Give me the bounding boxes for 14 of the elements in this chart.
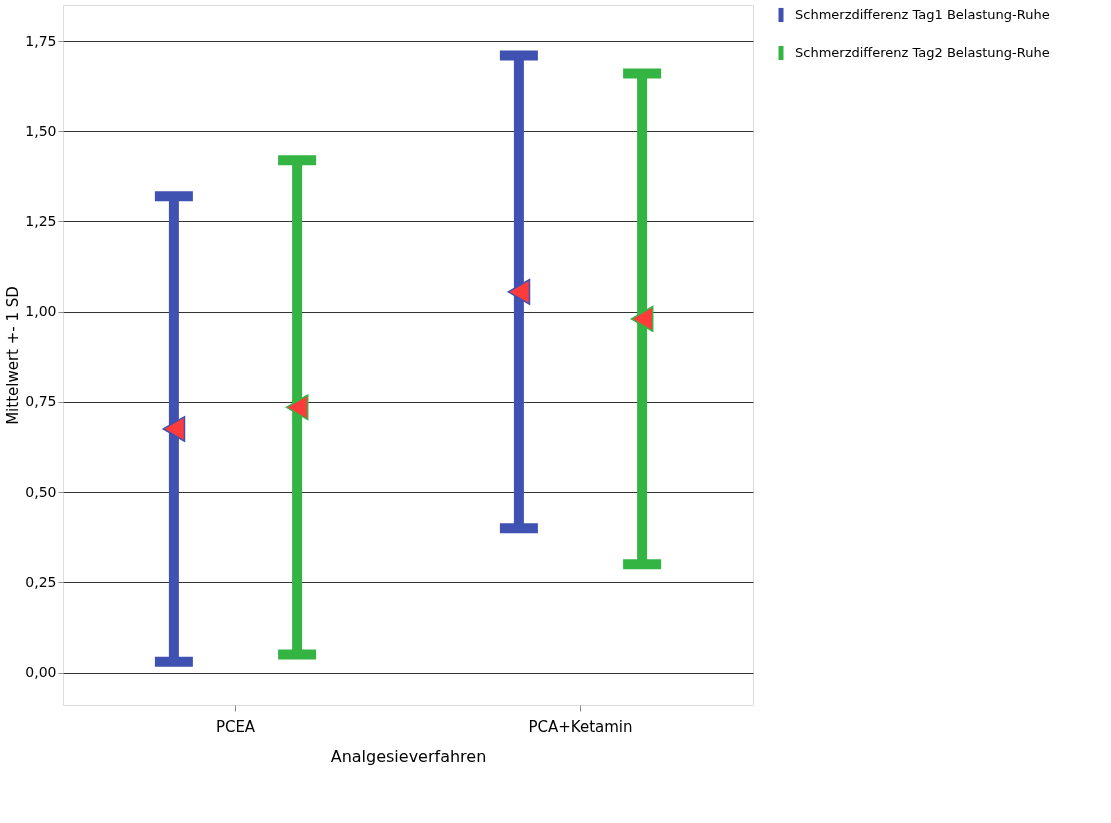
y-tick-label: 1,75 — [25, 32, 57, 49]
y-tick-label: 1,00 — [25, 303, 57, 320]
x-axis-title: Analgesieverfahren — [330, 746, 487, 766]
y-axis-title: Mittelwert +- 1 SD — [4, 286, 23, 425]
legend-label: Schmerzdifferenz Tag2 Belastung-Ruhe — [795, 45, 1050, 60]
legend-label: Schmerzdifferenz Tag1 Belastung-Ruhe — [795, 7, 1050, 22]
x-tick-label: PCEA — [215, 717, 256, 736]
y-tick-label: 0,25 — [25, 573, 57, 590]
x-tick-label: PCA+Ketamin — [528, 717, 633, 736]
y-tick-label: 0,00 — [25, 664, 57, 681]
y-tick-label: 0,75 — [25, 393, 57, 410]
y-tick-label: 1,50 — [25, 122, 57, 139]
y-tick-label: 1,25 — [25, 212, 57, 229]
y-tick-label: 0,50 — [25, 483, 57, 500]
